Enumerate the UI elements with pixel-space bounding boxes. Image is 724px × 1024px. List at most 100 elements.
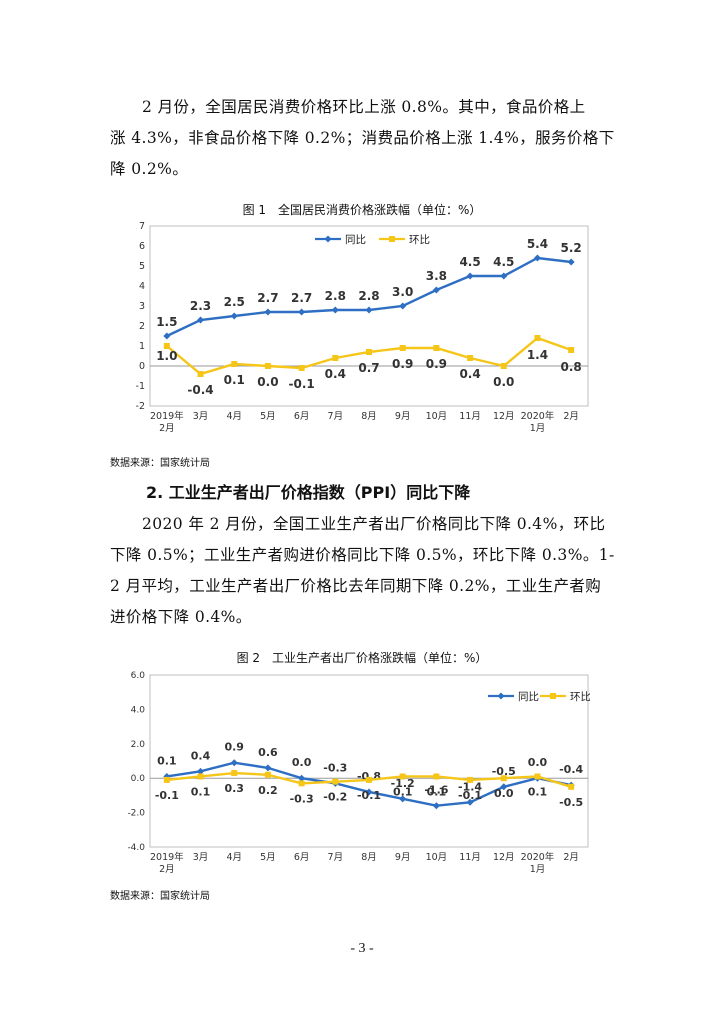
data-point-yoy bbox=[399, 795, 407, 803]
data-label-yoy: 2.7 bbox=[257, 291, 278, 305]
data-label-mom: 0.1 bbox=[393, 785, 413, 798]
paragraph-cpi-monthly: 2 月份，全国居民消费价格环比上涨 0.8%。其中，食品价格上 涨 4.3%，非… bbox=[110, 92, 618, 185]
data-label-yoy: 0.4 bbox=[191, 749, 211, 762]
legend-label: 同比 bbox=[345, 233, 366, 246]
y-tick-label: 3 bbox=[139, 301, 145, 312]
x-tick-label: 12月 bbox=[493, 852, 515, 863]
x-tick-label: 2月 bbox=[563, 852, 579, 863]
data-label-mom: -0.4 bbox=[187, 383, 213, 397]
data-label-yoy: 2.8 bbox=[358, 289, 379, 303]
data-point-yoy bbox=[500, 272, 508, 280]
data-label-mom: 0.9 bbox=[392, 357, 413, 371]
y-tick-label: -4.0 bbox=[127, 843, 145, 853]
data-label-mom: 1.0 bbox=[156, 349, 177, 363]
data-point-yoy bbox=[365, 306, 373, 314]
data-point-mom bbox=[264, 363, 271, 369]
y-tick-label: 1 bbox=[139, 341, 145, 352]
data-point-yoy bbox=[197, 767, 205, 775]
x-tick-label: 1月 bbox=[530, 423, 546, 434]
data-point-mom bbox=[366, 349, 372, 355]
x-tick-label: 4月 bbox=[226, 411, 242, 422]
data-point-yoy bbox=[163, 332, 171, 340]
data-label-yoy: 5.4 bbox=[527, 237, 548, 251]
data-label-mom: 1.4 bbox=[527, 348, 548, 362]
data-label-mom: -0.3 bbox=[290, 792, 314, 805]
legend-marker bbox=[550, 693, 556, 699]
data-point-mom bbox=[163, 776, 170, 783]
paragraph-line: 降 0.2%。 bbox=[110, 160, 189, 178]
x-tick-label: 3月 bbox=[193, 852, 209, 863]
data-point-mom bbox=[366, 776, 372, 783]
x-tick-label: 2月 bbox=[563, 411, 579, 422]
y-tick-label: 2 bbox=[139, 321, 145, 332]
data-point-mom bbox=[433, 345, 440, 351]
figure-1-caption: 图 1 全国居民消费价格涨跌幅（单位：%） bbox=[242, 203, 482, 217]
data-point-yoy bbox=[533, 254, 541, 262]
data-point-mom bbox=[467, 355, 474, 361]
data-point-yoy bbox=[264, 308, 272, 316]
data-label-yoy: -0.4 bbox=[559, 763, 583, 776]
legend-label: 同比 bbox=[518, 690, 539, 703]
data-point-yoy bbox=[298, 308, 306, 316]
data-label-mom: 0.1 bbox=[427, 785, 447, 798]
y-tick-label: 6.0 bbox=[131, 671, 146, 681]
y-tick-label: 4.0 bbox=[131, 705, 146, 715]
data-label-yoy: 0.0 bbox=[292, 756, 312, 769]
data-point-mom bbox=[231, 770, 238, 777]
data-point-mom bbox=[163, 343, 170, 349]
x-tick-label: 11月 bbox=[459, 852, 481, 863]
y-tick-label: -2.0 bbox=[127, 809, 145, 819]
y-tick-label: 5 bbox=[139, 261, 145, 272]
data-label-mom: 0.9 bbox=[426, 357, 447, 371]
paragraph-line: 下降 0.5%；工业生产者购进价格同比下降 0.5%，环比下降 0.3%。1- bbox=[110, 546, 615, 564]
data-point-yoy bbox=[365, 788, 373, 796]
x-tick-label: 9月 bbox=[395, 411, 411, 422]
data-label-yoy: 0.9 bbox=[224, 741, 244, 754]
paragraph-line: 进价格下降 0.4%。 bbox=[110, 608, 252, 626]
data-label-mom: -0.1 bbox=[458, 789, 482, 802]
data-label-mom: 0.4 bbox=[459, 367, 480, 381]
data-point-mom bbox=[197, 371, 204, 377]
data-label-mom: 0.2 bbox=[258, 784, 278, 797]
data-label-yoy: 3.8 bbox=[426, 269, 447, 283]
data-point-mom bbox=[534, 335, 541, 341]
data-label-yoy: 3.0 bbox=[392, 285, 413, 299]
data-label-mom: -0.1 bbox=[357, 789, 381, 802]
data-label-yoy: 0.0 bbox=[528, 756, 548, 769]
data-label-mom: -0.1 bbox=[155, 789, 179, 802]
legend-label: 环比 bbox=[409, 233, 430, 246]
x-tick-label: 7月 bbox=[328, 411, 344, 422]
data-point-yoy bbox=[432, 802, 440, 810]
y-tick-label: -2 bbox=[136, 401, 145, 412]
y-tick-label: 2.0 bbox=[131, 740, 146, 750]
x-tick-label: 4月 bbox=[226, 852, 242, 863]
legend-marker bbox=[389, 236, 395, 242]
data-label-yoy: 0.6 bbox=[258, 746, 278, 759]
data-label-yoy: 2.8 bbox=[325, 289, 346, 303]
data-label-yoy: 2.7 bbox=[291, 291, 312, 305]
paragraph-line: 2 月份，全国居民消费价格环比上涨 0.8%。其中，食品价格上 bbox=[142, 98, 586, 116]
x-tick-label: 7月 bbox=[328, 852, 344, 863]
data-label-yoy: -0.3 bbox=[323, 761, 347, 774]
data-point-yoy bbox=[432, 286, 440, 294]
data-point-yoy bbox=[197, 316, 205, 324]
paragraph-line: 2 月平均，工业生产者出厂价格比去年同期下降 0.2%，工业生产者购 bbox=[110, 577, 602, 595]
data-point-mom bbox=[399, 773, 406, 780]
figure-1-source: 数据来源：国家统计局 bbox=[110, 458, 210, 469]
paragraph-ppi: 2020 年 2 月份，全国工业生产者出厂价格同比下降 0.4%，环比 下降 0… bbox=[110, 509, 618, 633]
data-label-mom: 0.1 bbox=[191, 785, 211, 798]
data-point-mom bbox=[264, 771, 271, 778]
x-tick-label: 11月 bbox=[459, 411, 481, 422]
data-label-yoy: -1.6 bbox=[424, 784, 448, 797]
plot-area bbox=[149, 225, 589, 407]
data-label-yoy: 4.5 bbox=[459, 255, 480, 269]
data-point-mom bbox=[568, 783, 575, 790]
x-tick-label: 2020年 bbox=[521, 410, 555, 422]
data-point-mom bbox=[568, 347, 575, 353]
data-point-mom bbox=[433, 773, 440, 780]
data-point-yoy bbox=[567, 258, 575, 266]
figure-2-source: 数据来源：国家统计局 bbox=[110, 891, 210, 902]
legend-marker bbox=[324, 235, 332, 243]
x-tick-label: 9月 bbox=[395, 852, 411, 863]
data-point-mom bbox=[467, 776, 474, 783]
